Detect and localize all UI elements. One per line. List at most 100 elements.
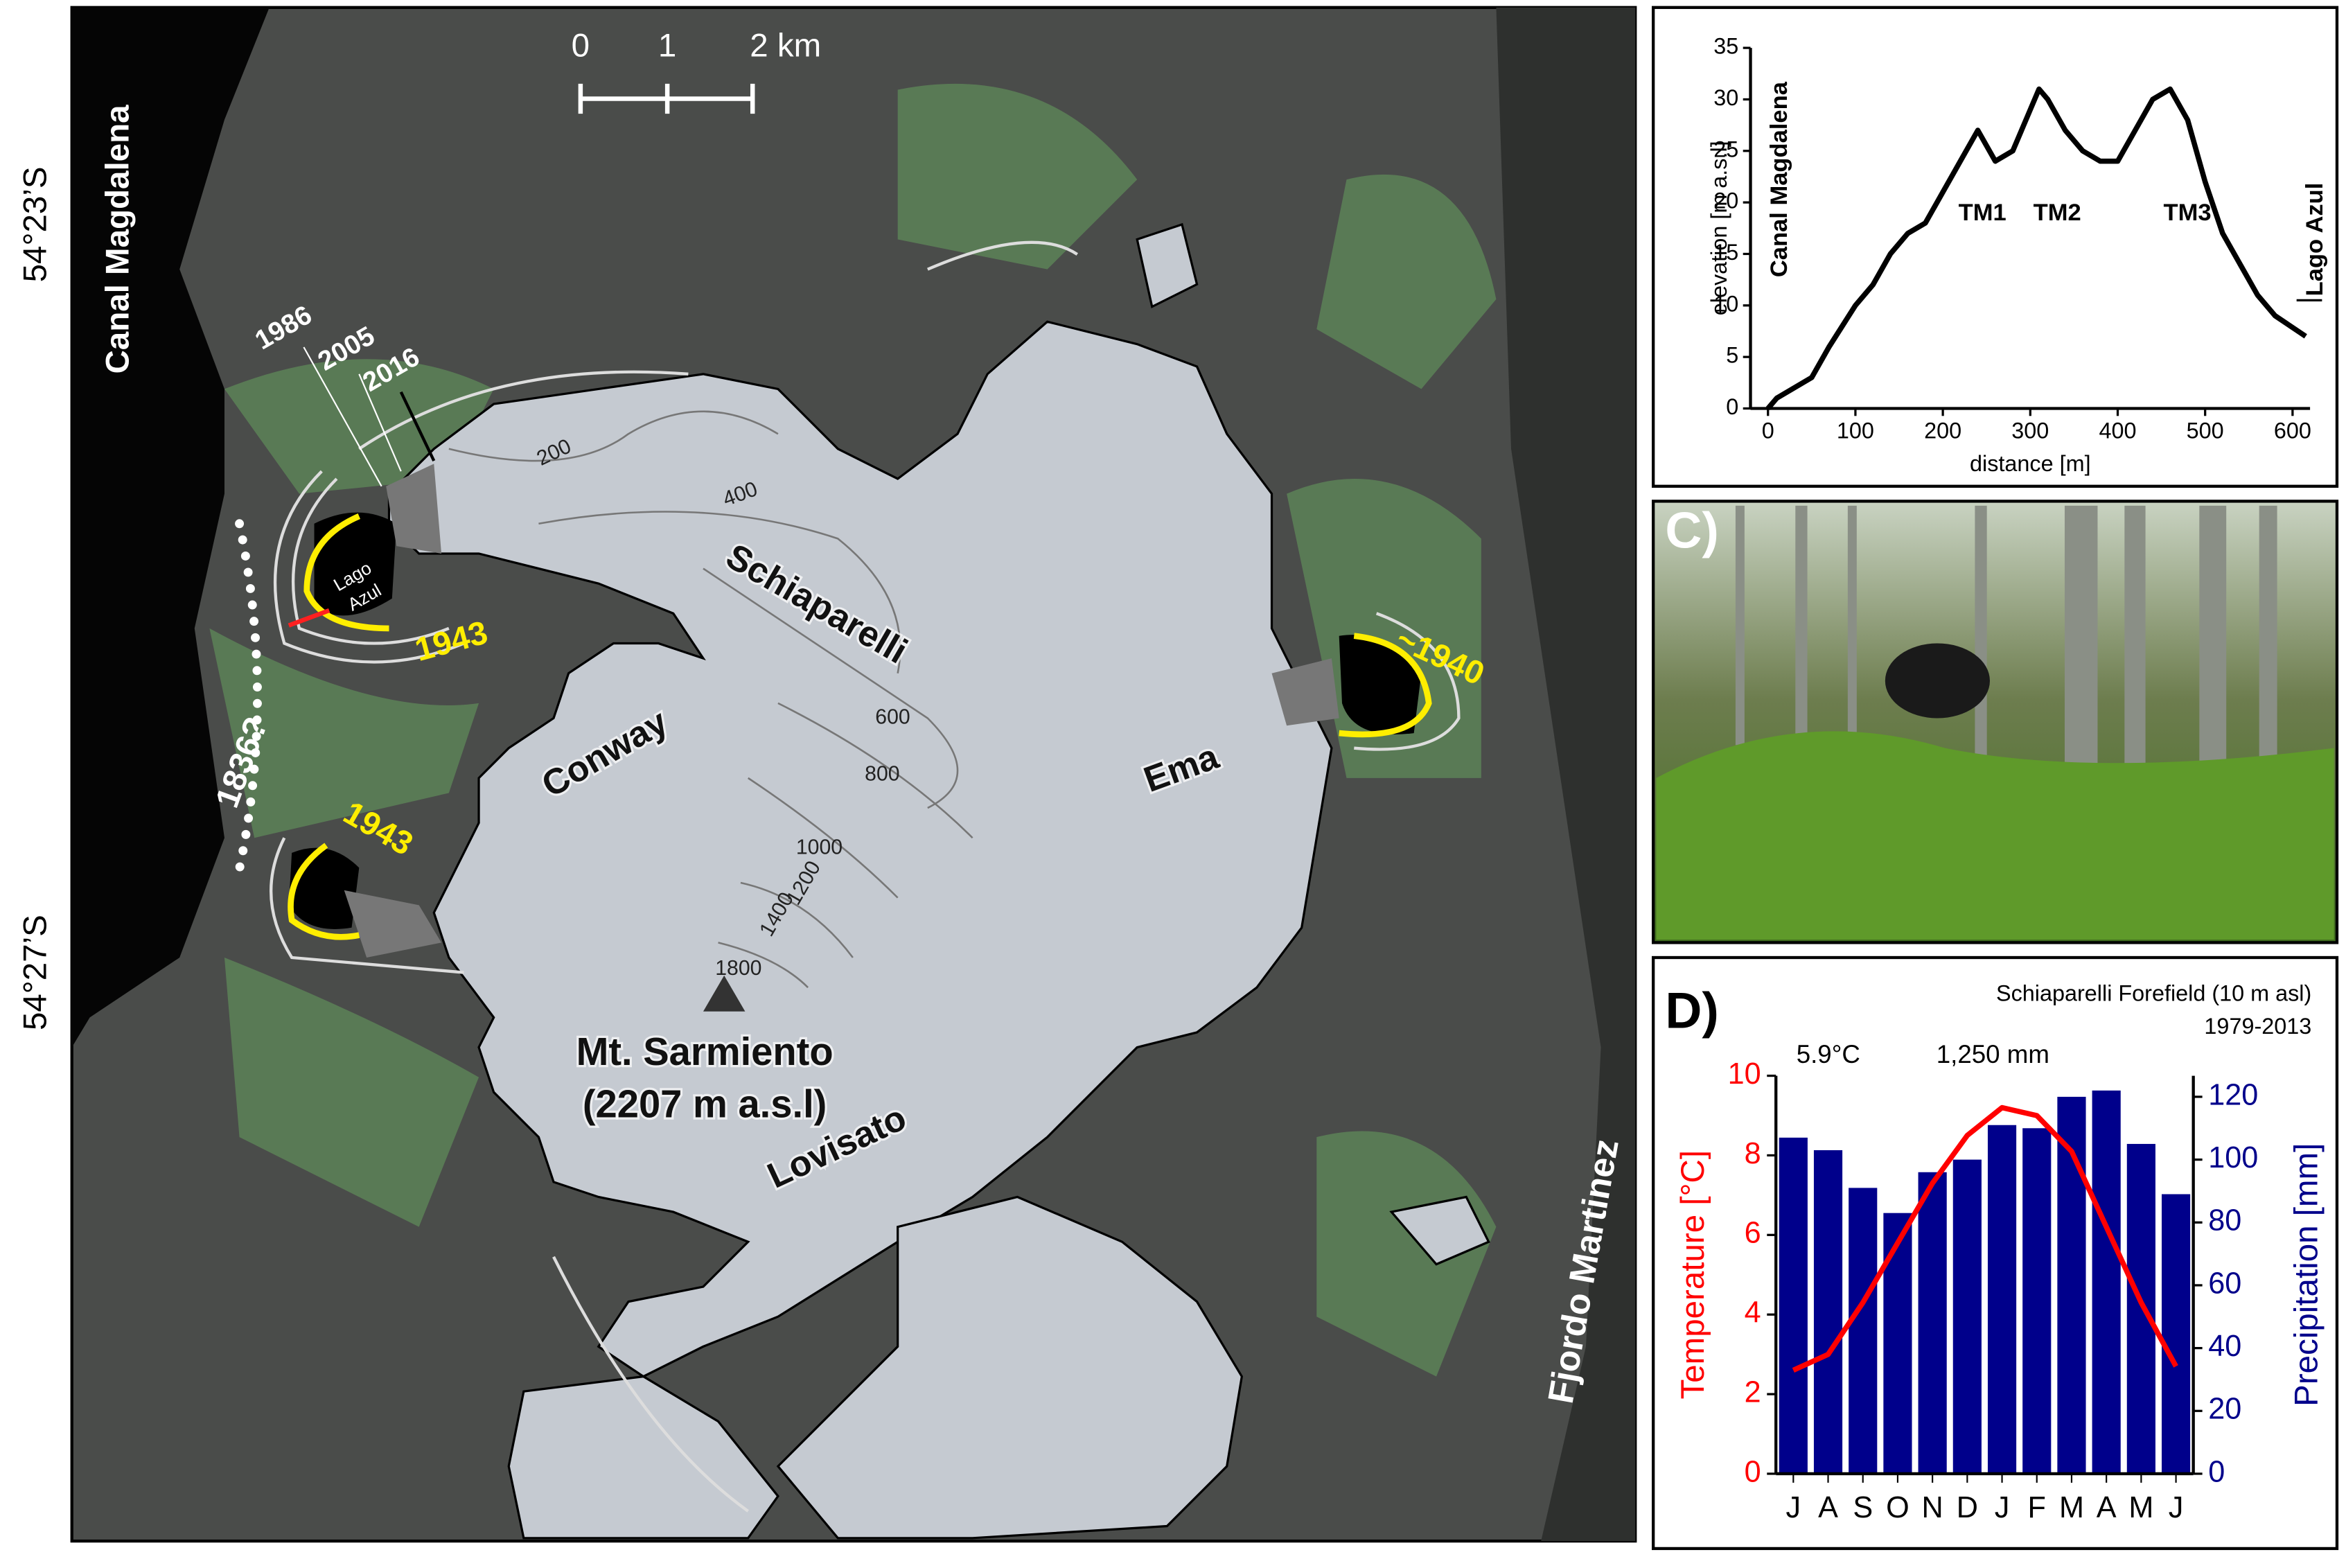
x-tick-label: 600 <box>2274 419 2311 443</box>
contour-label: 1800 <box>715 957 761 980</box>
contour-label: 1000 <box>796 836 843 858</box>
ice <box>387 222 1490 1540</box>
annotation: TM2 <box>2034 200 2081 226</box>
x-tick-label: 400 <box>2099 419 2136 443</box>
channel-label: Canal Magdalena <box>99 105 136 374</box>
annotation: Canal Magdalena <box>1766 81 1792 277</box>
vegetation <box>209 83 1497 1377</box>
y-tick-label: 5 <box>1726 343 1738 368</box>
leader-lines <box>303 346 436 487</box>
map: Canal Magdalena 54°23’S 54°27’S 0 1 2 km… <box>17 6 1637 1543</box>
profile-frame <box>1651 6 2339 488</box>
moraine-1836 <box>231 519 262 888</box>
x-tick-label: O <box>1886 1491 1910 1524</box>
y2-tick-label: 120 <box>2208 1078 2258 1111</box>
bar <box>2022 1128 2052 1474</box>
y-tick-label: 10 <box>1713 291 1738 316</box>
annotation: TM3 <box>2164 200 2212 226</box>
bar <box>1883 1213 1912 1474</box>
x-tick-label: 200 <box>1924 419 1961 443</box>
y-tick-label: 15 <box>1713 240 1738 265</box>
x-tick-label: A <box>2097 1491 2117 1524</box>
peak-marker <box>703 975 746 1012</box>
bar <box>1987 1125 2017 1474</box>
panel-label: C) <box>1665 502 1718 558</box>
x-tick-label: S <box>1853 1491 1873 1524</box>
scale-label: 0 <box>572 28 590 64</box>
contour-label: 600 <box>875 705 910 728</box>
bar <box>1849 1188 1878 1474</box>
fjord <box>1496 7 1636 1542</box>
annotation: 5.9°C <box>1797 1040 1860 1068</box>
scale-label: 1 <box>658 28 676 64</box>
bar <box>2161 1194 2191 1474</box>
panel-label: D) <box>1665 982 1718 1039</box>
x-tick-label: F <box>2028 1491 2046 1524</box>
contours <box>448 410 973 989</box>
y-tick-label: 0 <box>1726 394 1738 419</box>
y-tick-label: 4 <box>1745 1296 1761 1330</box>
x-tick-label: 100 <box>1837 419 1874 443</box>
y2-tick-label: 80 <box>2208 1204 2241 1237</box>
x-tick-label: N <box>1922 1491 1943 1524</box>
y-tick-label: 20 <box>1713 188 1738 213</box>
photo: C) <box>1651 500 2339 944</box>
annotation: 1,250 mm <box>1937 1040 2049 1068</box>
x-tick-label: J <box>1995 1491 2010 1524</box>
x-tick-label: 0 <box>1762 419 1774 443</box>
x-tick-label: 300 <box>2011 419 2049 443</box>
bar <box>1952 1159 1982 1474</box>
lat-label: 54°27’S <box>17 915 54 1030</box>
y-tick-label: 0 <box>1745 1455 1761 1488</box>
chart-subtitle: 1979-2013 <box>2204 1014 2311 1039</box>
y2-tick-label: 0 <box>2208 1455 2225 1488</box>
y-tick-label: 30 <box>1713 85 1738 110</box>
peak-label: (2207 m a.s.l) <box>583 1082 827 1126</box>
y2-tick-label: 100 <box>2208 1141 2258 1174</box>
bar <box>2057 1096 2086 1474</box>
peak-label: Mt. Sarmiento <box>576 1030 834 1073</box>
moss <box>1656 731 2334 940</box>
y2-tick-label: 20 <box>2208 1393 2241 1426</box>
y2-axis-label: Precipitation [mm] <box>2288 1143 2325 1407</box>
moraine-1943 <box>288 513 1432 940</box>
y-tick-label: 10 <box>1728 1057 1761 1091</box>
y-axis-label: Temperature [°C] <box>1675 1150 1711 1400</box>
bar <box>2126 1143 2155 1474</box>
lat-label: 54°23’S <box>17 166 54 282</box>
temperature-line <box>1792 1104 2178 1373</box>
scale-label: 2 km <box>750 28 821 64</box>
annotation: TM1 <box>1959 200 2007 226</box>
moraines <box>270 240 1461 1513</box>
bar <box>1779 1137 1808 1474</box>
y2-tick-label: 60 <box>2208 1267 2241 1300</box>
proglacial <box>344 464 1339 958</box>
annotation: Lago Azul <box>2302 183 2328 297</box>
contour-label: 800 <box>865 763 899 786</box>
y-tick-label: 25 <box>1713 136 1738 161</box>
y2-tick-label: 40 <box>2208 1330 2241 1363</box>
x-tick-label: J <box>2169 1491 2184 1524</box>
sea <box>71 7 270 1048</box>
x-tick-label: M <box>2059 1491 2084 1524</box>
y-tick-label: 8 <box>1745 1137 1761 1170</box>
y-tick-label: 2 <box>1745 1375 1761 1409</box>
x-axis-label: distance [m] <box>1970 451 2091 476</box>
profile-line <box>1765 86 2307 410</box>
chart-title: Schiaparelli Forefield (10 m asl) <box>1996 981 2311 1006</box>
bar <box>1918 1172 1947 1474</box>
root-plate <box>1885 643 1991 719</box>
bar <box>2092 1090 2121 1474</box>
y-tick-label: 35 <box>1713 34 1738 59</box>
scale-bar <box>578 83 755 114</box>
x-tick-label: M <box>2128 1491 2153 1524</box>
x-tick-label: A <box>1818 1491 1838 1524</box>
x-tick-label: D <box>1957 1491 1978 1524</box>
x-tick-label: J <box>1786 1491 1801 1524</box>
x-tick-label: 500 <box>2187 419 2224 443</box>
y-axis-label: elevation [m a.s.l] <box>1706 141 1731 315</box>
y-tick-label: 6 <box>1745 1217 1761 1250</box>
bar <box>1813 1150 1843 1474</box>
profile-line <box>288 608 330 628</box>
